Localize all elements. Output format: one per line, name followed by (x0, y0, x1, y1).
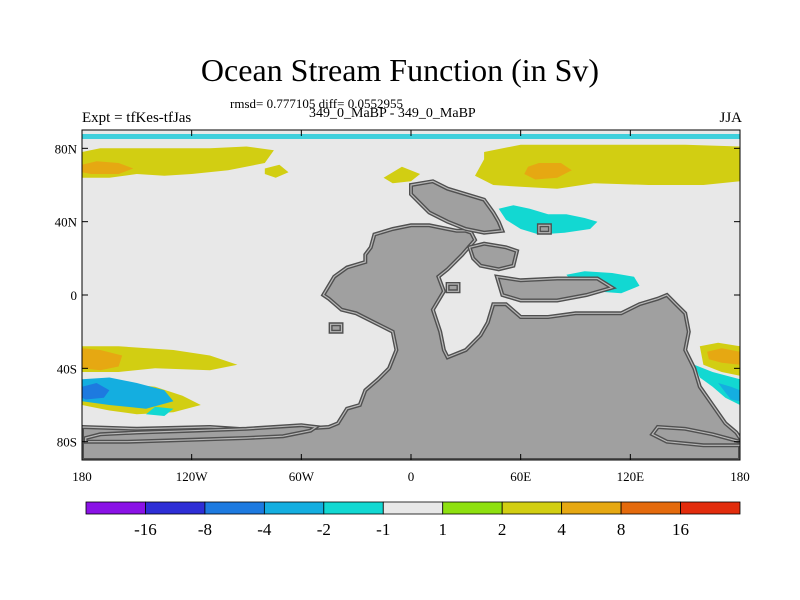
colorbar-label-7: 4 (557, 520, 566, 539)
colorbar-label-9: 16 (672, 520, 689, 539)
stats-label: rmsd= 0.777105 diff= 0.0552955 (230, 96, 403, 111)
colorbar-label-6: 2 (498, 520, 507, 539)
colorbar-swatch-4 (323, 501, 384, 515)
colorbar-swatch-3 (263, 501, 325, 515)
contour-region-12 (82, 383, 110, 400)
contour-region-1 (82, 161, 134, 174)
y-tick-label-1: 40N (55, 215, 78, 230)
contour-region-13 (146, 406, 174, 416)
contour-region-9 (82, 348, 123, 371)
contour-region-5 (524, 163, 572, 180)
land-coast-7 (330, 323, 343, 333)
experiment-label: Expt = tfKes-tfJas (82, 110, 192, 126)
contour-region-8 (82, 346, 238, 372)
colorbar-label-2: -4 (257, 520, 272, 539)
chart-subtitle: 349_0_MaBP - 349_0_MaBP (309, 106, 476, 121)
axes: 180 120W 60W 0 60E 120E 180 80N 40N 0 40S 80S (55, 130, 750, 484)
contour-region-0 (82, 146, 274, 178)
land-masses (82, 179, 740, 460)
colorbar-label-0: -16 (134, 520, 157, 539)
land-mass-5 (536, 223, 552, 235)
contour-region-3 (383, 166, 421, 184)
x-tick-label-5: 120E (617, 469, 645, 484)
top-border-band (82, 134, 740, 139)
land-coast-8 (447, 283, 460, 292)
colorbar: -16 -8 -4 -2 -1 1 2 4 8 16 (85, 501, 741, 539)
land-coast-0 (82, 224, 740, 460)
land-mass-8 (445, 282, 461, 294)
colorbar-label-5: 1 (438, 520, 447, 539)
contour-region-2 (264, 164, 289, 178)
y-tick-label-3: 40S (57, 361, 77, 376)
colorbar-swatch-2 (204, 501, 265, 515)
land-coast-3 (468, 243, 518, 270)
colorbar-swatch-10 (680, 501, 741, 515)
colorbar-swatch-5 (382, 501, 444, 515)
chart-title: Ocean Stream Function (in Sv) (200, 52, 600, 88)
land-coast-4 (496, 275, 614, 302)
x-tick-label-1: 120W (176, 469, 209, 484)
colorbar-swatch-1 (145, 501, 206, 515)
y-tick-label-4: 80S (57, 435, 77, 450)
colorbar-label-8: 8 (617, 520, 626, 539)
y-tick-label-0: 80N (55, 141, 78, 156)
contour-region-4 (475, 144, 740, 189)
colorbar-label-4: -1 (376, 520, 390, 539)
land-coast-5 (538, 224, 551, 234)
x-tick-label-4: 60E (510, 469, 531, 484)
contour-region-15 (707, 348, 740, 365)
contour-region-6 (498, 205, 598, 235)
contour-region-11 (82, 377, 174, 409)
colorbar-swatch-0 (85, 501, 146, 515)
colorbar-label-3: -2 (317, 520, 331, 539)
colorbar-label-1: -8 (198, 520, 212, 539)
colorbar-swatch-7 (501, 501, 563, 515)
x-tick-label-0: 180 (72, 469, 92, 484)
land-coast-6 (651, 426, 740, 446)
colorbar-swatch-8 (561, 501, 622, 515)
season-label: JJA (719, 110, 742, 126)
contour-region-17 (718, 383, 740, 402)
land-coast-1 (85, 424, 318, 443)
x-tick-label-3: 0 (408, 469, 415, 484)
x-tick-label-6: 180 (730, 469, 750, 484)
contour-regions (82, 144, 740, 416)
colorbar-swatch-9 (620, 501, 681, 515)
land-coast-2 (410, 180, 504, 234)
land-mass-7 (328, 322, 344, 334)
colorbar-swatch-6 (442, 501, 503, 515)
x-tick-label-2: 60W (289, 469, 315, 484)
y-tick-label-2: 0 (71, 288, 78, 303)
